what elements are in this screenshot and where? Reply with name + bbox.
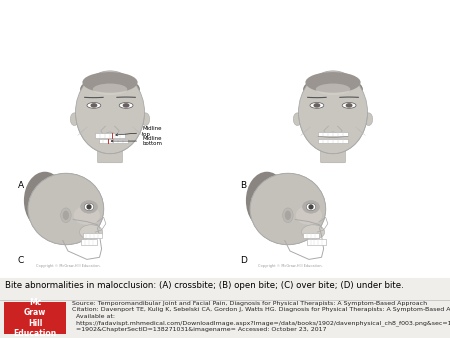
Ellipse shape [74, 206, 100, 225]
Ellipse shape [364, 113, 373, 125]
Text: D: D [240, 256, 247, 265]
Bar [302, 233, 320, 238]
Ellipse shape [308, 204, 314, 210]
Bar [318, 139, 348, 143]
Ellipse shape [246, 172, 288, 230]
Ellipse shape [306, 203, 316, 211]
Bar [307, 239, 326, 245]
Ellipse shape [250, 173, 326, 245]
Bar [0, 0, 450, 278]
Ellipse shape [86, 204, 92, 210]
Ellipse shape [142, 113, 150, 125]
Bar [83, 233, 102, 238]
Ellipse shape [87, 102, 101, 108]
Text: Copyright © McGraw-Hill Education.: Copyright © McGraw-Hill Education. [36, 264, 100, 268]
Ellipse shape [90, 103, 97, 108]
Ellipse shape [119, 102, 133, 108]
Bar [95, 133, 125, 138]
Text: Midline
bottom: Midline bottom [111, 136, 162, 146]
Ellipse shape [303, 77, 363, 102]
Ellipse shape [81, 200, 97, 213]
Ellipse shape [61, 208, 71, 223]
Text: A: A [18, 181, 24, 190]
FancyBboxPatch shape [4, 302, 66, 334]
Ellipse shape [24, 172, 66, 230]
Text: Source: Temporomandibular Joint and Facial Pain, Diagnosis for Physical Therapis: Source: Temporomandibular Joint and Faci… [72, 301, 450, 332]
Ellipse shape [316, 83, 350, 95]
Ellipse shape [123, 103, 130, 108]
Ellipse shape [306, 72, 360, 93]
Bar [318, 132, 348, 137]
FancyBboxPatch shape [98, 138, 122, 163]
Ellipse shape [82, 72, 138, 93]
Ellipse shape [63, 211, 69, 220]
Ellipse shape [84, 203, 94, 211]
Ellipse shape [76, 71, 144, 154]
Ellipse shape [302, 200, 320, 213]
Ellipse shape [310, 102, 324, 108]
Ellipse shape [93, 83, 127, 95]
Ellipse shape [314, 103, 320, 108]
Ellipse shape [293, 113, 302, 125]
FancyBboxPatch shape [320, 138, 346, 163]
Ellipse shape [346, 103, 352, 108]
Text: Copyright © McGraw-Hill Education.: Copyright © McGraw-Hill Education. [258, 264, 322, 268]
Text: Bite abnormalities in malocclusion: (A) crossbite; (B) open bite; (C) over bite;: Bite abnormalities in malocclusion: (A) … [5, 281, 404, 290]
Ellipse shape [70, 113, 78, 125]
Bar [99, 139, 128, 143]
Ellipse shape [80, 77, 140, 102]
Ellipse shape [80, 225, 103, 239]
Ellipse shape [28, 173, 104, 245]
Text: B: B [240, 181, 246, 190]
Text: Mc
Graw
Hill
Education: Mc Graw Hill Education [14, 298, 57, 338]
Text: C: C [18, 256, 24, 265]
Text: Midline
top: Midline top [116, 126, 162, 137]
Ellipse shape [298, 71, 368, 154]
Ellipse shape [285, 211, 291, 220]
Ellipse shape [302, 225, 324, 239]
Bar [81, 239, 97, 245]
Ellipse shape [342, 102, 356, 108]
Ellipse shape [296, 206, 322, 225]
Ellipse shape [28, 173, 104, 245]
Ellipse shape [250, 173, 326, 245]
Ellipse shape [283, 208, 293, 223]
